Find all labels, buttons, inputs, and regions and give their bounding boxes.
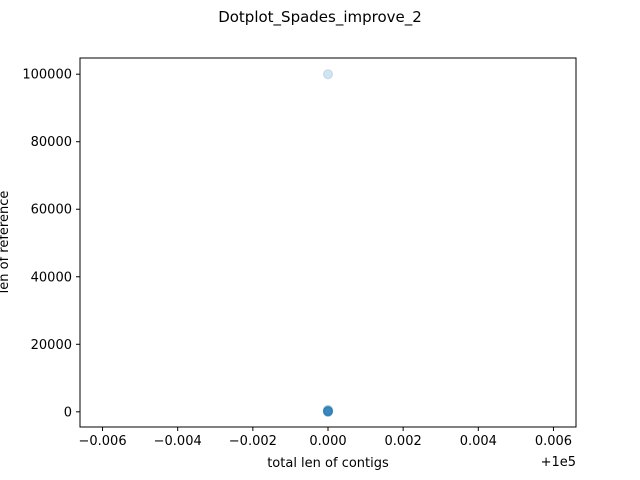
scatter-point — [323, 406, 333, 417]
y-tick-label: 80000 — [31, 135, 72, 150]
scatter-point — [323, 406, 333, 417]
x-tick-label: −0.004 — [154, 434, 202, 449]
scatter-point — [323, 406, 333, 417]
scatter-point — [323, 404, 333, 415]
scatter-points — [323, 69, 333, 417]
x-tick-label: 0.002 — [385, 434, 422, 449]
plot-area-frame — [79, 57, 577, 428]
scatter-point — [323, 405, 333, 416]
x-tick-label: 0.006 — [535, 434, 572, 449]
x-axis-title: total len of contigs — [267, 456, 389, 471]
scatter-point — [323, 405, 333, 416]
y-tick-label: 100000 — [22, 68, 72, 83]
x-tick-label: 0.000 — [309, 434, 346, 449]
y-axis: 0 20000 40000 60000 80000 100000 — [22, 68, 80, 420]
y-tick-label: 40000 — [31, 270, 72, 285]
y-tick-label: 60000 — [31, 203, 72, 218]
scatter-point — [323, 406, 333, 417]
x-tick-label: −0.006 — [78, 434, 126, 449]
chart-title: Dotplot_Spades_improve_2 — [218, 8, 422, 27]
x-axis-offset-label: +1e5 — [541, 455, 576, 470]
scatter-point — [323, 406, 333, 417]
x-tick-label: −0.002 — [229, 434, 277, 449]
x-tick-label: 0.004 — [460, 434, 497, 449]
scatter-point — [323, 406, 333, 417]
y-tick-label: 20000 — [31, 338, 72, 353]
y-axis-title: len of reference — [0, 191, 12, 294]
y-tick-label: 0 — [64, 405, 72, 420]
scatter-point — [323, 69, 333, 80]
x-axis: −0.006 −0.004 −0.002 0.000 0.002 0.004 0.006 — [78, 427, 572, 449]
